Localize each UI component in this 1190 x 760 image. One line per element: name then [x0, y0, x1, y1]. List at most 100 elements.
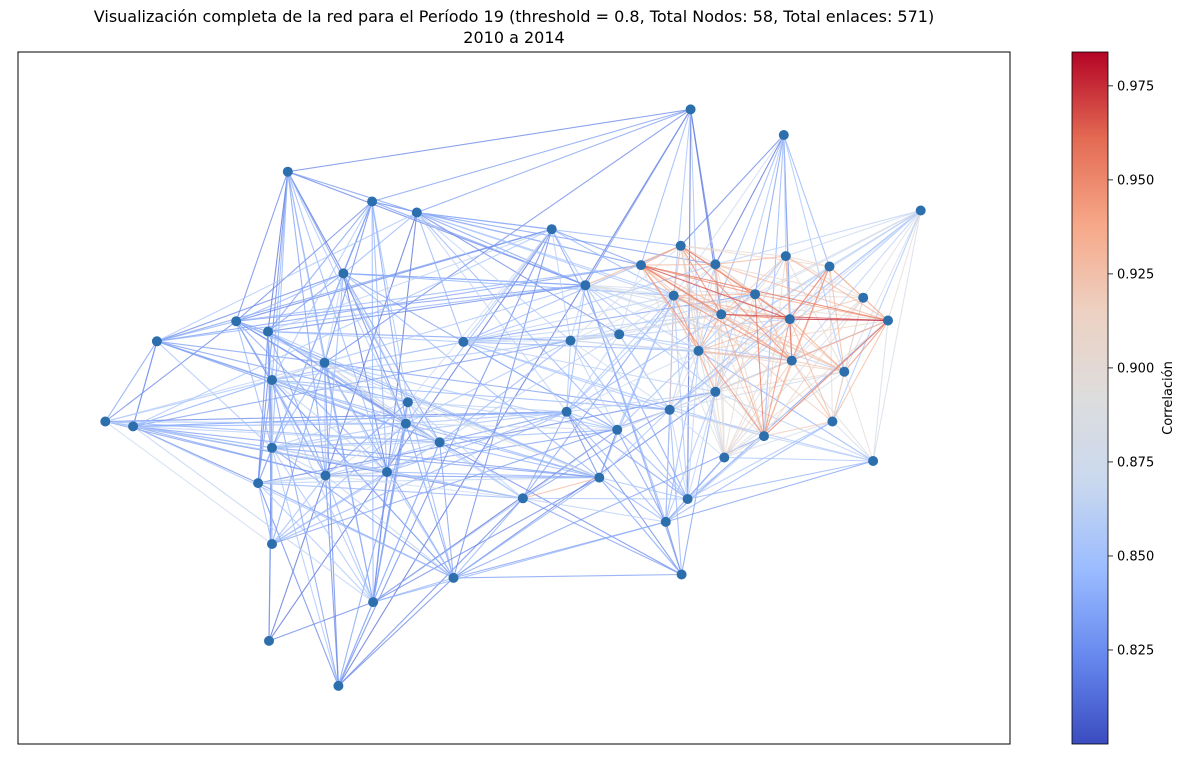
network-edge: [789, 266, 830, 320]
network-edge: [831, 371, 845, 422]
network-edge: [156, 320, 237, 342]
network-edge: [723, 294, 756, 458]
network-edge: [680, 245, 786, 257]
network-edge: [566, 411, 618, 431]
network-edge: [271, 411, 567, 449]
network-edge: [371, 201, 409, 403]
network-edge: [673, 295, 765, 437]
network-edge: [687, 460, 874, 500]
network-edge: [687, 421, 833, 500]
network-node: [612, 424, 623, 435]
network-edge: [416, 211, 642, 266]
network-edge: [754, 293, 793, 361]
network-edge: [133, 425, 600, 479]
network-edge: [669, 409, 725, 458]
network-edge: [133, 425, 273, 449]
network-edge: [271, 447, 326, 476]
network-edge: [453, 573, 682, 579]
network-edge: [287, 108, 691, 173]
network-edge: [371, 200, 586, 286]
network-edge: [267, 331, 273, 381]
network-node: [868, 456, 879, 466]
network-edge: [132, 425, 374, 603]
network-edge: [133, 425, 440, 443]
network-edge: [754, 293, 845, 373]
network-edge: [687, 457, 725, 500]
network-edge: [566, 391, 716, 413]
network-node: [668, 290, 679, 301]
network-edge: [324, 362, 618, 431]
network-edge: [669, 350, 699, 411]
network-edge: [287, 171, 388, 473]
network-edge: [235, 272, 344, 322]
network-node: [400, 418, 411, 429]
network-node: [128, 421, 139, 432]
network-edge: [323, 362, 374, 603]
network-edge: [640, 264, 790, 320]
network-edge: [371, 108, 691, 203]
network-edge: [416, 211, 716, 265]
colorbar-label: Correlación: [1161, 361, 1176, 435]
network-edge: [720, 255, 787, 315]
network-edge: [724, 420, 833, 459]
network-edge: [156, 272, 344, 342]
network-edge: [324, 284, 586, 364]
network-edge: [843, 210, 922, 372]
network-node: [263, 326, 273, 337]
network-node: [915, 205, 926, 216]
network-edge: [338, 577, 454, 687]
network-edge: [783, 134, 845, 372]
network-edge: [104, 320, 237, 422]
network-edge: [754, 255, 787, 295]
network-edge: [640, 264, 722, 315]
network-edge: [386, 471, 524, 499]
network-edge: [584, 284, 620, 335]
network-edge: [271, 401, 409, 449]
network-edge: [156, 212, 418, 342]
network-node: [685, 104, 696, 115]
network-edge: [640, 245, 681, 266]
network-edge: [105, 420, 406, 425]
network-edge: [156, 340, 325, 364]
network-edge: [236, 264, 642, 322]
network-edge: [723, 320, 889, 458]
network-edge: [566, 350, 699, 413]
network-edge: [698, 350, 792, 362]
network-edge: [463, 341, 699, 352]
network-edge: [271, 171, 289, 448]
network-node: [693, 345, 704, 356]
network-edge: [271, 379, 339, 687]
network-edge: [680, 245, 716, 265]
network-node: [267, 539, 277, 549]
network-edge: [785, 255, 864, 299]
edges-layer: [104, 108, 922, 687]
network-edge: [680, 245, 830, 268]
network-edge: [724, 435, 765, 458]
network-edge: [287, 171, 409, 403]
network-node: [660, 516, 671, 527]
network-edge: [843, 320, 889, 373]
network-edge: [324, 362, 440, 443]
network-edge: [673, 295, 889, 322]
network-node: [858, 292, 869, 303]
network-edge: [599, 477, 688, 500]
network-edge: [405, 423, 618, 431]
network-edge: [405, 228, 553, 424]
network-edge: [132, 341, 158, 427]
network-edge: [271, 379, 600, 479]
network-edge: [551, 229, 572, 341]
network-edge: [453, 391, 716, 579]
network-node: [253, 478, 264, 489]
network-edge: [324, 475, 374, 603]
network-node: [759, 431, 769, 442]
network-edge: [721, 293, 756, 315]
network-node: [267, 442, 277, 453]
network-edge: [323, 273, 344, 363]
network-node: [719, 452, 730, 463]
network-edge: [789, 210, 922, 320]
network-edge: [673, 295, 793, 362]
network-edge: [522, 409, 670, 499]
network-edge: [640, 109, 692, 266]
network-edge: [785, 255, 889, 321]
network-edge: [723, 371, 845, 458]
